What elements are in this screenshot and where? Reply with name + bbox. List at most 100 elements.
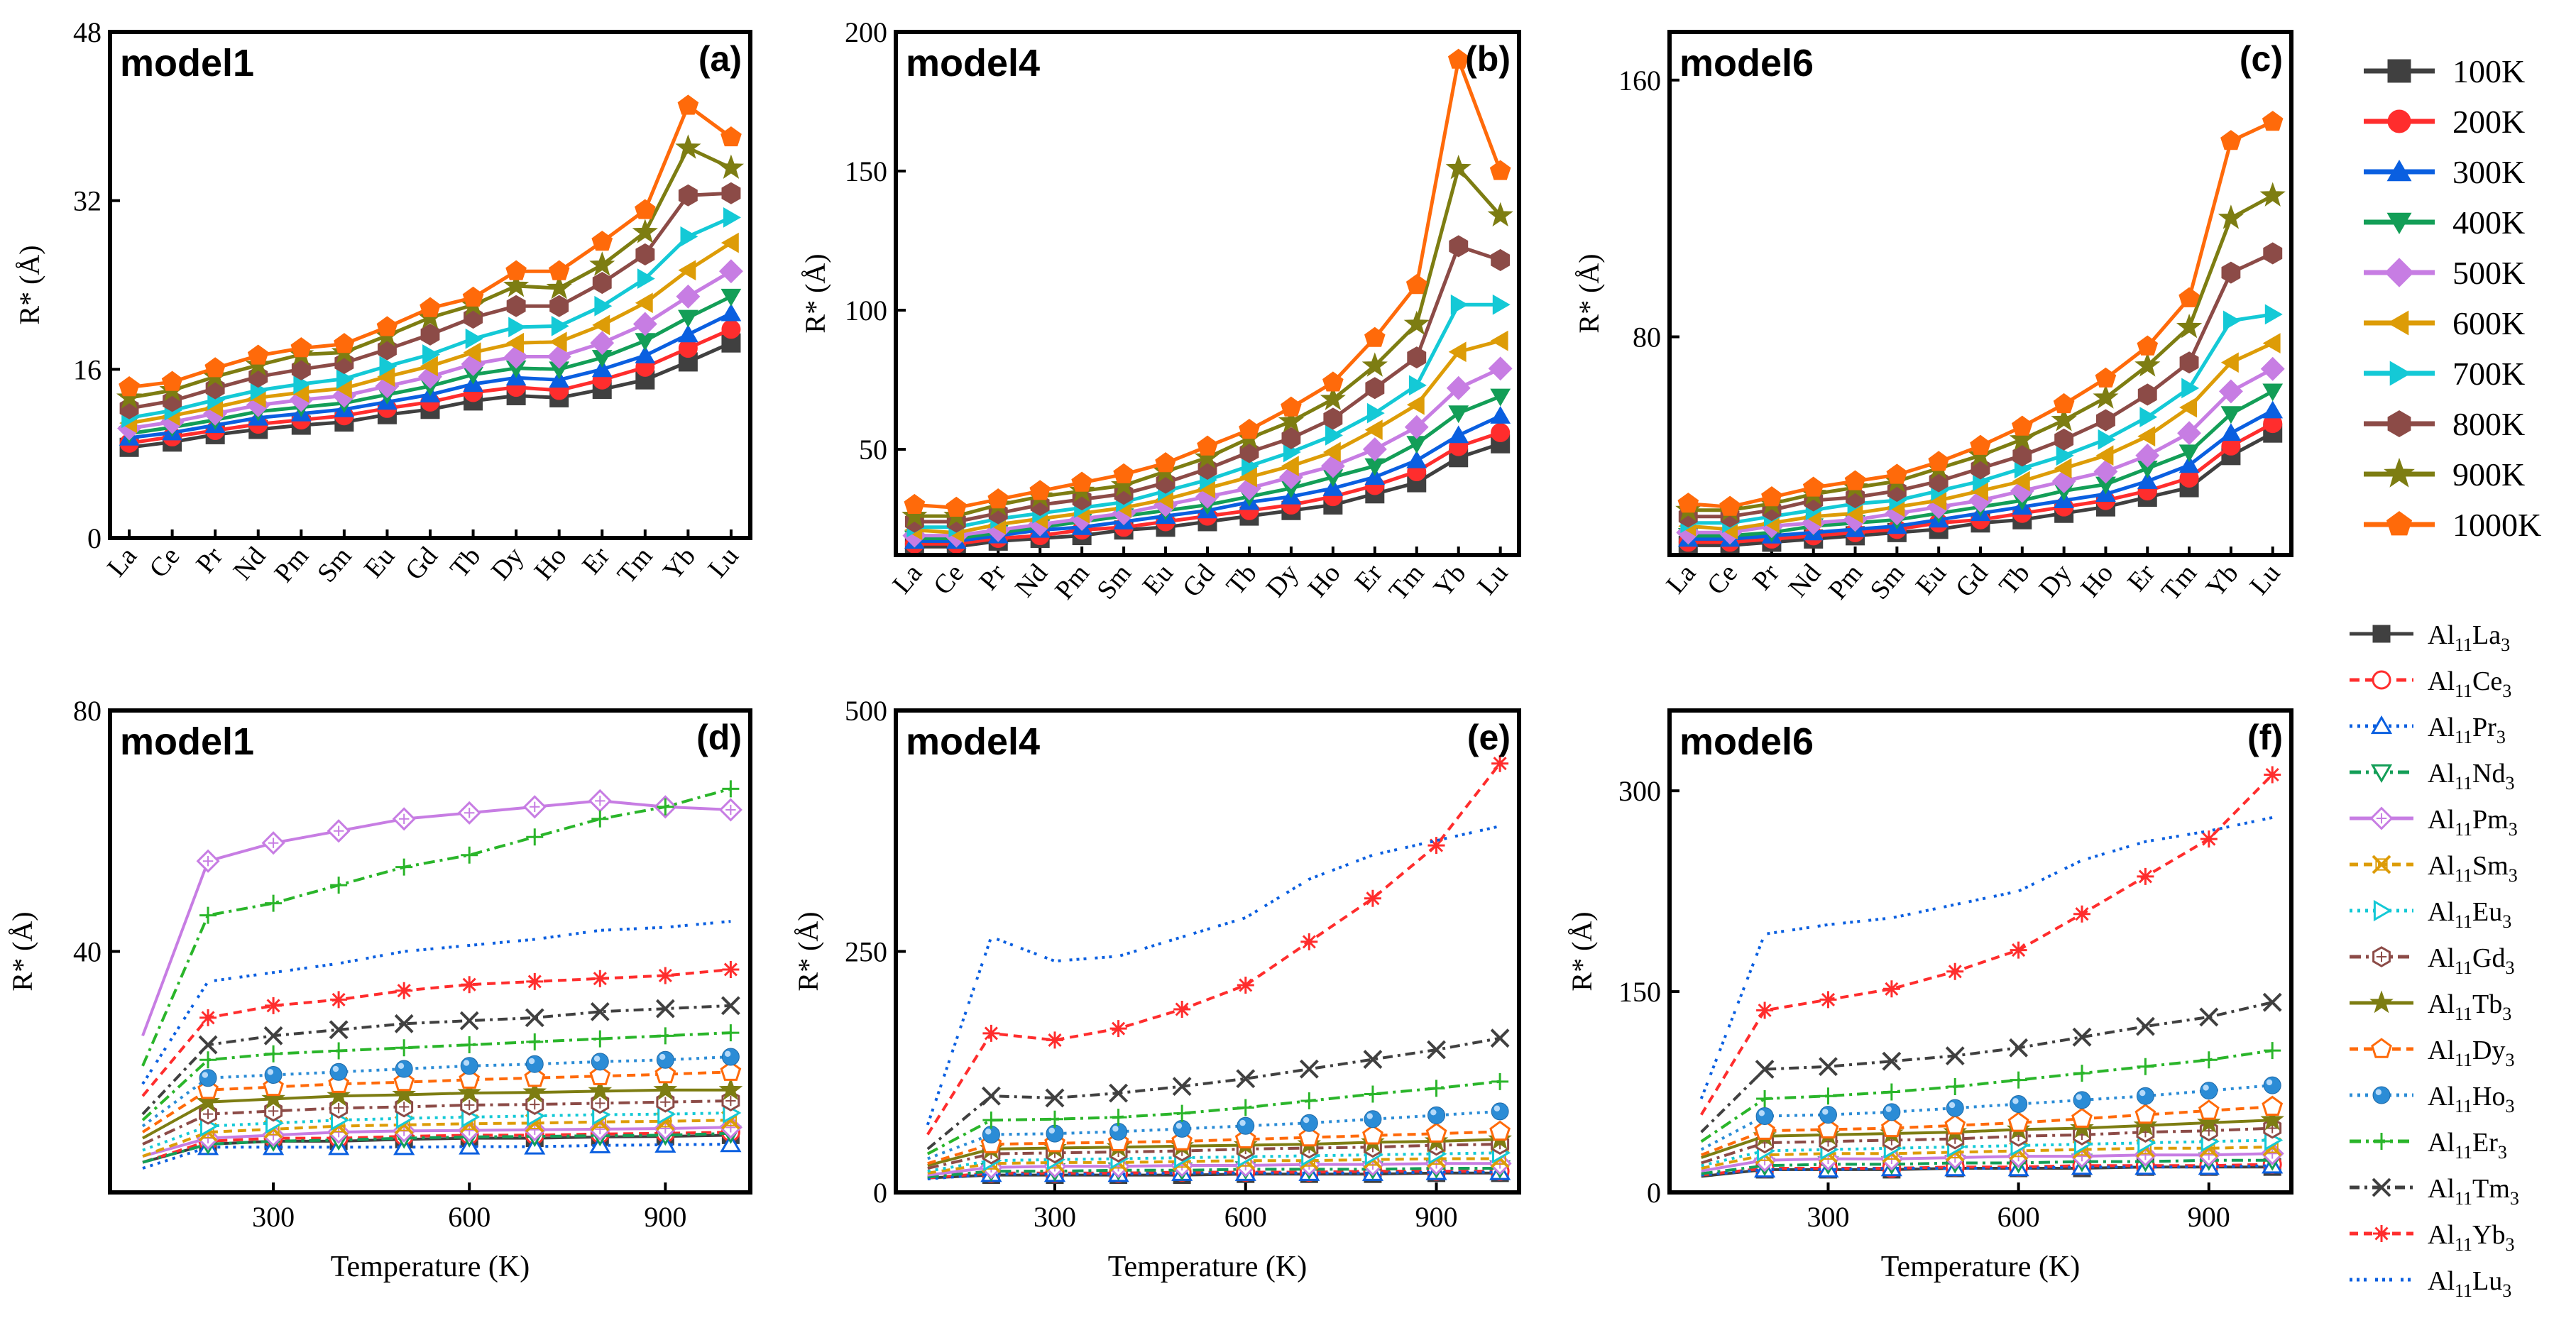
x-axis-label: Temperature (K) (1881, 1251, 2080, 1283)
series-line-Al11Eu3 (1701, 1138, 2273, 1168)
data-point (2054, 458, 2072, 479)
data-point (1756, 1001, 1774, 1019)
data-point (1322, 441, 1341, 463)
data-point (1491, 754, 1509, 772)
data-point (1239, 418, 1260, 439)
data-point (420, 323, 440, 346)
legend-label: 700K (2452, 356, 2525, 392)
data-point (2137, 867, 2154, 885)
data-point (1491, 1102, 1509, 1121)
data-point (987, 488, 1009, 509)
data-point (588, 1117, 612, 1141)
data-point (1448, 341, 1467, 363)
x-tick-label: Lu (1471, 559, 1513, 600)
data-point (1322, 478, 1344, 496)
x-tick-label: La (887, 559, 928, 600)
x-tick-label: La (1660, 559, 1701, 600)
legend-marker (2384, 258, 2414, 287)
y-tick-label: 48 (73, 16, 102, 48)
legend-marker (2386, 510, 2413, 536)
plot-frame (894, 708, 1521, 1195)
series-line-Al11Nd3 (142, 1131, 731, 1164)
data-point (2007, 1111, 2029, 1132)
x-tick-label: Pm (1823, 559, 1869, 605)
legend-marker (2372, 625, 2391, 643)
data-point (2220, 352, 2239, 373)
y-tick-label: 0 (87, 522, 102, 554)
data-point (1172, 1077, 1192, 1097)
model-label: model4 (906, 720, 1040, 763)
data-point (982, 1126, 1000, 1144)
data-point (1110, 471, 1137, 497)
data-point (327, 819, 351, 843)
data-point (330, 1042, 348, 1060)
data-point (588, 1078, 613, 1102)
model-label: model1 (120, 42, 254, 84)
x-tick-label: Eu (358, 542, 400, 583)
data-point (2139, 407, 2158, 427)
data-point (1173, 1001, 1191, 1018)
series-line-Al11Ho3 (1700, 1084, 2273, 1151)
series-line-Al11Pr3 (1701, 1164, 2273, 1177)
series-line-Al11Er3 (141, 1031, 731, 1121)
data-point (591, 359, 613, 378)
legend-marker (2370, 764, 2393, 783)
data-point (1406, 394, 1425, 415)
x-tick-label: Nd (228, 542, 272, 586)
model-label: model4 (906, 42, 1040, 84)
data-point (1928, 451, 1949, 471)
data-point (330, 877, 348, 894)
data-point (720, 303, 742, 322)
data-point (2095, 367, 2117, 388)
series-line-Al11Dy3 (927, 1130, 1501, 1165)
data-point (2134, 352, 2161, 377)
data-point (2262, 400, 2284, 419)
data-point (637, 268, 655, 289)
series-line-Al11Tm3 (926, 1036, 1501, 1151)
x-tick-label: 600 (1997, 1201, 2040, 1233)
data-point (1300, 1114, 1318, 1132)
y-tick-label: 150 (1618, 976, 1661, 1008)
x-tick-label: Pm (268, 542, 314, 588)
data-point (395, 858, 413, 876)
data-point (588, 789, 612, 813)
series-line-Al11Nd3 (1701, 1158, 2273, 1175)
data-point (635, 292, 653, 314)
data-point (1361, 352, 1388, 377)
x-tick-label: Yb (657, 542, 701, 586)
data-point (680, 226, 698, 247)
data-point (2056, 445, 2074, 466)
series-line-Al11Dy3 (1700, 1105, 2273, 1157)
data-point (2093, 384, 2119, 409)
data-point (1449, 235, 1469, 258)
y-tick-label: 50 (859, 434, 887, 466)
data-point (263, 1026, 283, 1045)
x-tick-label: Nd (1783, 559, 1827, 603)
data-point (1756, 1089, 1774, 1107)
series-group (1699, 766, 2285, 1179)
data-point (329, 1063, 348, 1081)
data-point (1364, 1085, 1381, 1103)
x-axis-label: Temperature (K) (331, 1251, 530, 1283)
x-tick-label: Sm (312, 542, 358, 588)
data-point (460, 1057, 478, 1075)
data-point (508, 317, 527, 338)
data-point (1946, 1078, 1964, 1095)
data-point (2200, 1082, 2218, 1100)
x-tick-label: Lu (703, 542, 745, 583)
y-axis-label: R* (Å) (799, 253, 831, 333)
data-point (1719, 495, 1741, 516)
data-point (2012, 415, 2033, 436)
legend-label: Al11Ce3 (2428, 666, 2511, 701)
data-point (1155, 452, 1176, 473)
x-tick-label: Ce (1701, 559, 1743, 600)
data-point (265, 1045, 283, 1063)
legend-marker (2371, 1038, 2392, 1058)
data-point (1046, 1110, 1063, 1128)
y-tick-label: 80 (73, 695, 102, 727)
y-tick-label: 250 (845, 936, 887, 968)
y-tick-label: 32 (73, 185, 102, 217)
series-line-Al11Gd3 (1701, 1126, 2273, 1165)
